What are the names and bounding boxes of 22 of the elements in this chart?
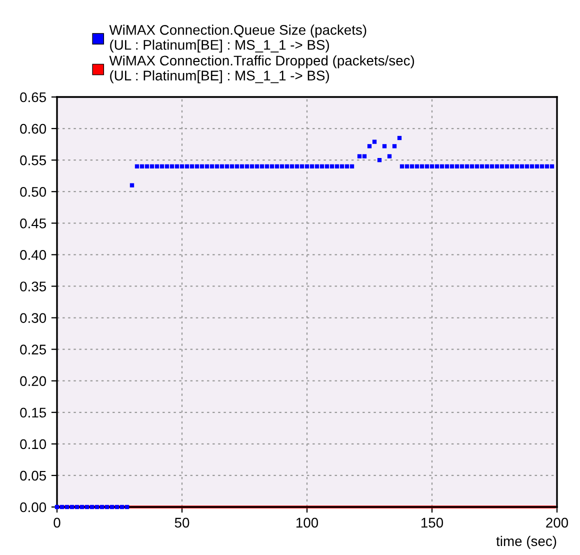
y-tick-label: 0.15	[20, 408, 46, 418]
legend-label: WiMAX Connection.Queue Size (packets) (UL : Platinum[BE] : MS_1_1 -> BS)	[109, 24, 366, 53]
y-tick-label: 0.30	[20, 313, 46, 323]
y-tick-label: 0.45	[20, 218, 46, 228]
legend-label: WiMAX Connection.Traffic Dropped (packets/sec) (UL : Platinum[BE] : MS_1_1 -> BS)	[109, 55, 414, 84]
y-tick-label: 0.20	[20, 376, 46, 386]
x-tick-label: 0	[54, 518, 60, 528]
y-tick-label: 0.65	[20, 92, 46, 102]
y-tick-label: 0.25	[20, 344, 46, 354]
y-tick-label: 0.55	[20, 155, 46, 166]
y-tick-label: 0.50	[20, 186, 46, 197]
x-axis-title: time (sec)	[496, 536, 556, 549]
x-tick-label: 100	[296, 518, 318, 528]
y-tick-label: 0.60	[20, 124, 46, 134]
y-tick-label: 0.00	[20, 502, 46, 512]
y-tick-label: 0.10	[20, 439, 46, 450]
x-tick-label: 200	[546, 518, 568, 528]
y-tick-label: 0.35	[20, 282, 46, 292]
y-tick-label: 0.05	[20, 470, 46, 481]
x-tick-label: 50	[174, 518, 190, 528]
y-tick-label: 0.40	[20, 250, 46, 260]
x-tick-label: 150	[421, 518, 444, 528]
